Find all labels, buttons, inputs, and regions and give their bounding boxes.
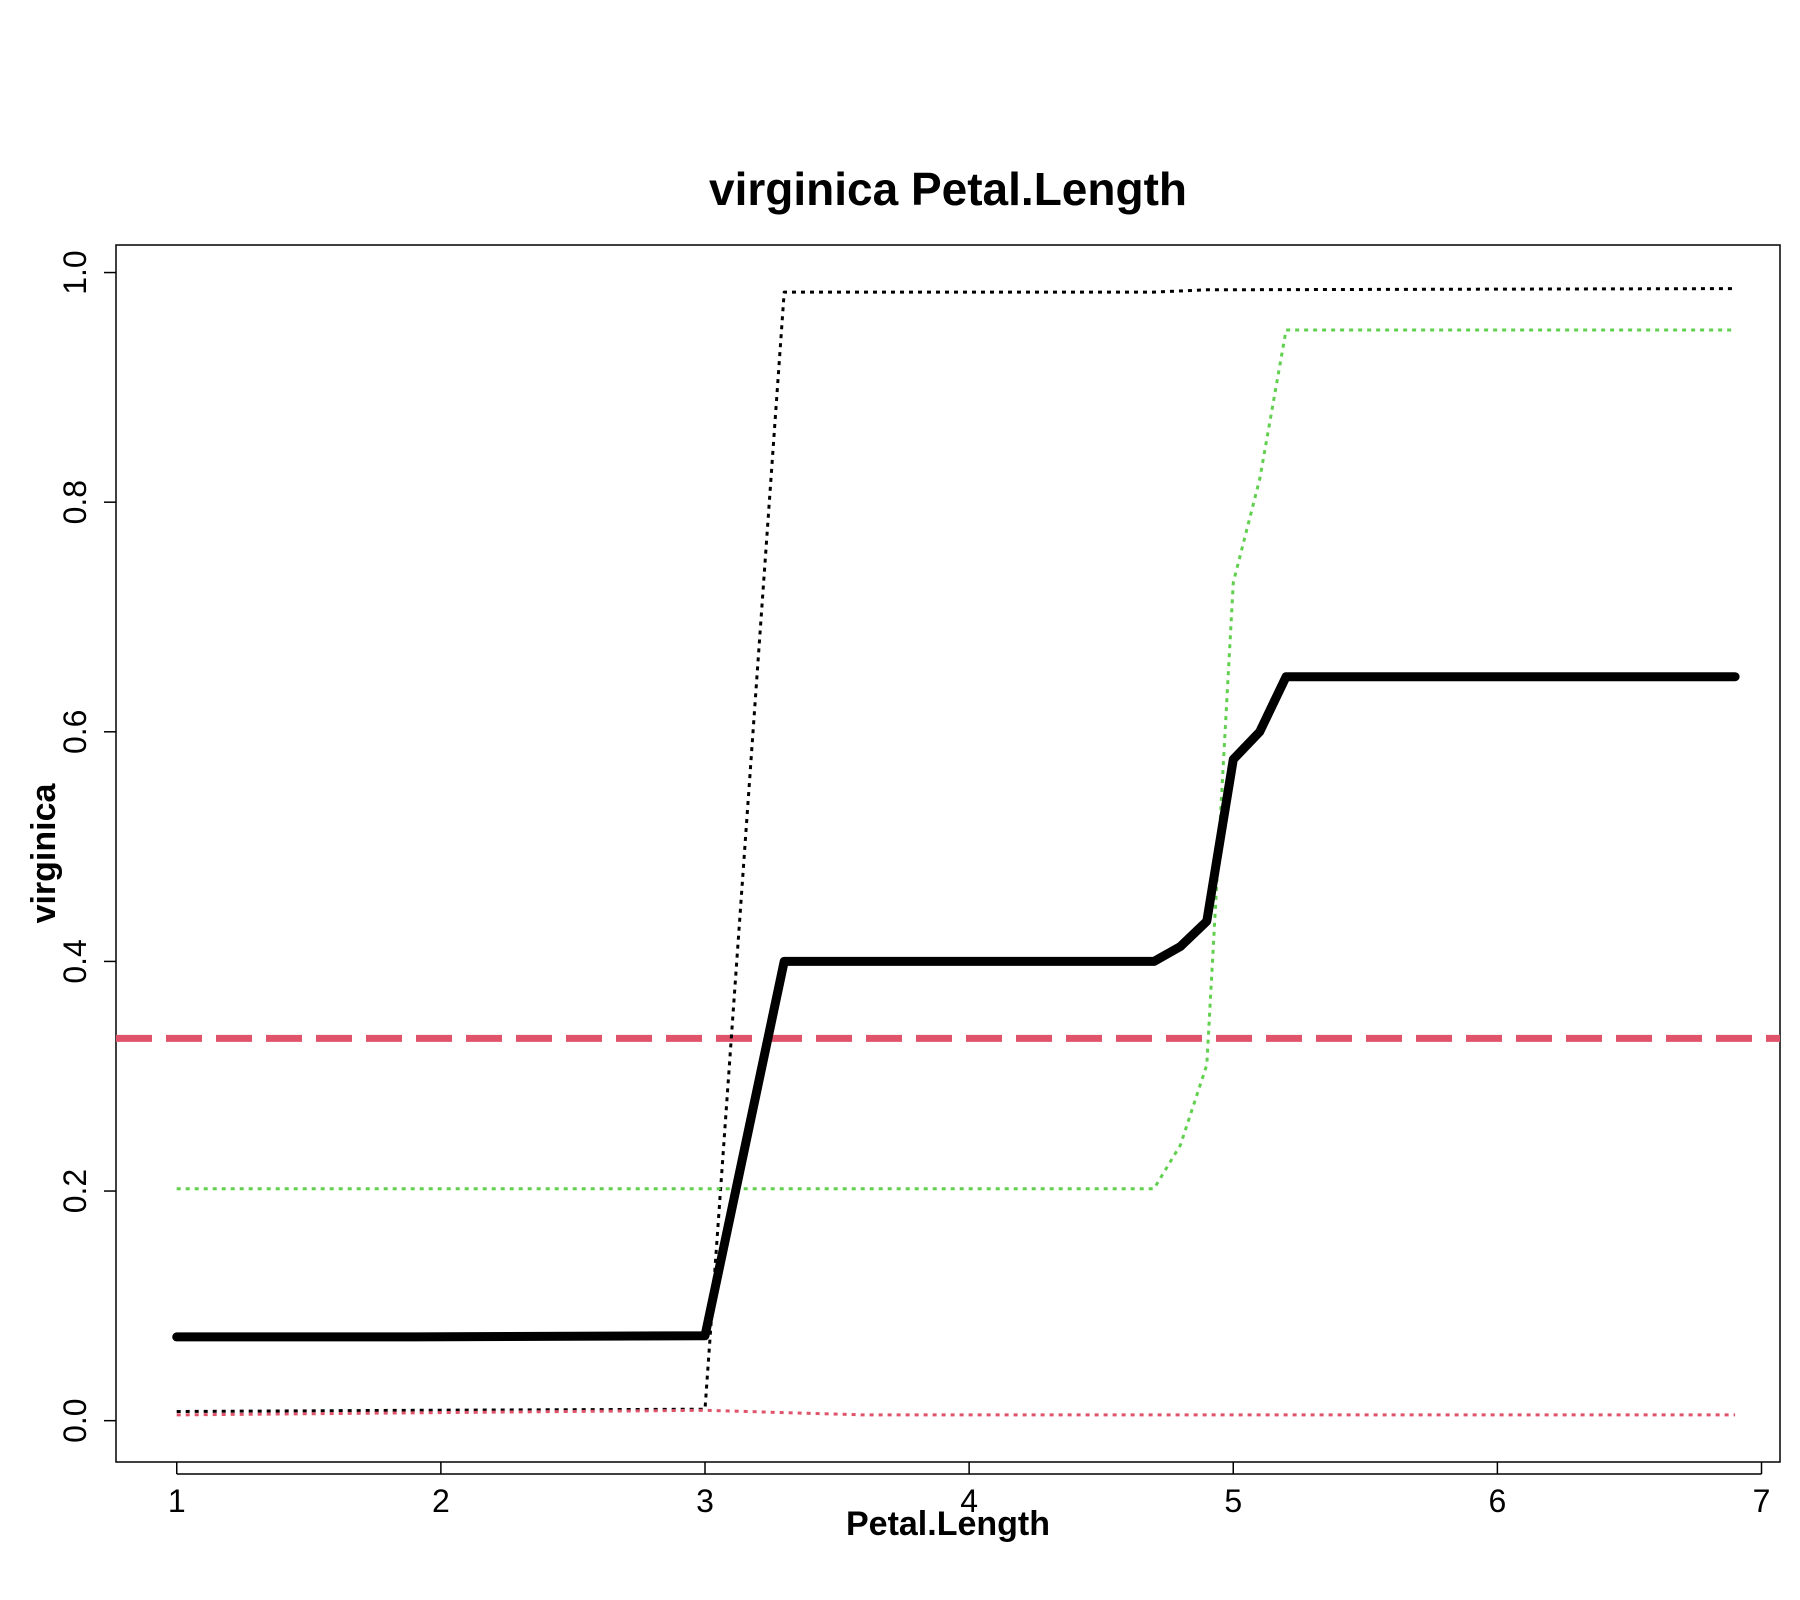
y-tick-label: 0.0 <box>57 1398 93 1442</box>
y-tick-label: 0.6 <box>57 710 93 754</box>
y-tick-label: 1.0 <box>57 250 93 294</box>
y-tick-label: 0.4 <box>57 939 93 983</box>
series-line-2 <box>176 328 1736 1191</box>
x-axis-label: Petal.Length <box>846 1505 1050 1543</box>
x-tick-label: 2 <box>432 1483 450 1519</box>
x-tick-label: 4 <box>960 1483 978 1519</box>
x-tick-label: 5 <box>1224 1483 1242 1519</box>
series-line-3 <box>176 1408 1736 1417</box>
x-tick-label: 3 <box>696 1483 714 1519</box>
series-line-0 <box>172 672 1740 1342</box>
x-tick-label: 1 <box>168 1483 186 1519</box>
y-tick-label: 0.2 <box>57 1169 93 1213</box>
x-tick-label: 7 <box>1753 1483 1771 1519</box>
chart-title: virginica Petal.Length <box>709 163 1187 215</box>
x-tick-label: 6 <box>1488 1483 1506 1519</box>
plot-frame <box>115 244 1781 1463</box>
series-line-1 <box>176 287 1736 1413</box>
y-tick-label: 0.8 <box>57 480 93 524</box>
y-axis-label: virginica <box>25 782 63 923</box>
